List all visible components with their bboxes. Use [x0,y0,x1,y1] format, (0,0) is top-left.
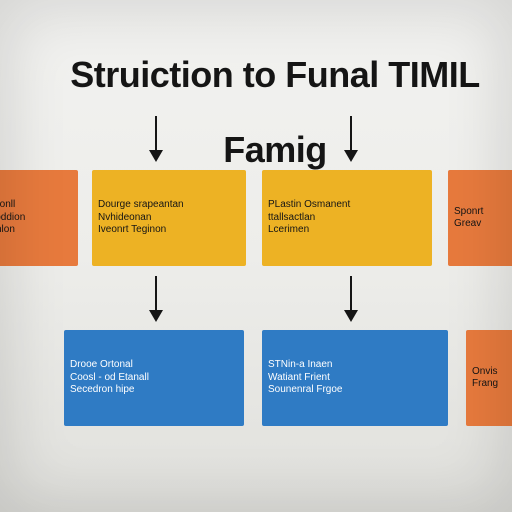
box-line: Coosl - od Etanall [70,372,238,385]
box-line: Frang [472,378,512,391]
r1-box-c: PLastin Osmanent ttallsactlan Lcerimen [262,170,432,266]
r1-box-d: Sponrt Greav [448,170,512,266]
box-line: Thonll [0,199,72,212]
box-line: Drooe Ortonal [70,359,238,372]
box-line: Sounenral Frgoe [268,384,442,397]
arrow-top-right [350,116,352,160]
box-line: Watiant Frient [268,372,442,385]
box-line: Nvhideonan [98,212,240,225]
r2-box-c: Onvis Frang [466,330,512,426]
box-line: Sponrt [454,206,512,219]
box-line: Onvis [472,366,512,379]
box-line: L nlon [0,224,72,237]
arrow-mid-right [350,276,352,320]
arrow-mid-left [155,276,157,320]
box-line: Greav [454,218,512,231]
r1-box-a: Thonll Noddion L nlon [0,170,78,266]
diagram-canvas: Struiction to Funal TIMIL Famig Thonll N… [0,0,512,512]
box-line: Lcerimen [268,224,426,237]
box-line: Dourge srapeantan [98,199,240,212]
arrow-top-left [155,116,157,160]
box-line: STNin-a Inaen [268,359,442,372]
r2-box-a: Drooe Ortonal Coosl - od Etanall Secedro… [64,330,244,426]
box-line: PLastin Osmanent [268,199,426,212]
r2-box-b: STNin-a Inaen Watiant Frient Sounenral F… [262,330,448,426]
title-line-2: Famig [223,129,327,170]
title-line-1: Struiction to Funal TIMIL [70,54,479,95]
r1-box-b: Dourge srapeantan Nvhideonan Iveonrt Teg… [92,170,246,266]
box-line: Noddion [0,212,72,225]
box-line: ttallsactlan [268,212,426,225]
box-line: Iveonrt Teginon [98,224,240,237]
box-line: Secedron hipe [70,384,238,397]
